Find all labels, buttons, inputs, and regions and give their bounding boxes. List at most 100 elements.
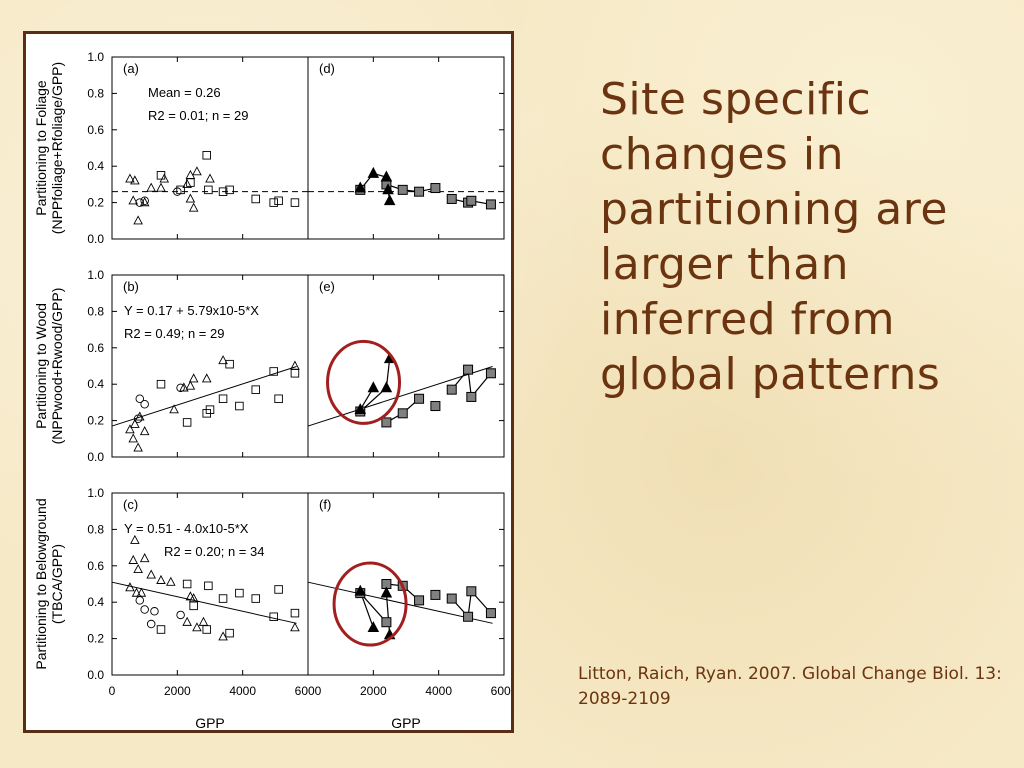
y-axis-label-line1: Partitioning to Belowground bbox=[33, 498, 49, 669]
filled-triangle-point bbox=[380, 381, 393, 393]
open-square-point bbox=[156, 171, 166, 180]
filled-square-point bbox=[430, 401, 441, 412]
open-circle-point bbox=[135, 198, 145, 207]
highlight-circle bbox=[326, 339, 402, 425]
open-square-point bbox=[204, 185, 213, 195]
chart-figure: 0.0 0.2 0.4 0.6 0.8 1.0 Partitioning to Foliag… bbox=[33, 50, 511, 730]
panel-right-frame bbox=[307, 56, 505, 240]
stats-text: R2 = 0.01; n = 29 bbox=[148, 108, 248, 123]
site-connector-line bbox=[451, 589, 492, 619]
filled-square-point bbox=[446, 384, 457, 395]
filled-square-point bbox=[485, 608, 496, 619]
open-square-point bbox=[218, 394, 228, 404]
open-triangle-point bbox=[133, 215, 143, 225]
open-triangle-point bbox=[131, 587, 142, 597]
filled-square-point bbox=[446, 193, 457, 204]
filled-square-point bbox=[430, 589, 441, 600]
y-tick-label: 0.2 bbox=[87, 414, 104, 428]
y-tick-label: 0.6 bbox=[87, 341, 104, 355]
y-tick-label: 0.8 bbox=[87, 304, 104, 318]
y-tick-label: 0.2 bbox=[87, 632, 104, 646]
x-tick-label: 4000 bbox=[425, 684, 452, 698]
open-triangle-point bbox=[290, 622, 300, 632]
open-triangle-point bbox=[188, 373, 199, 383]
x-tick-label: 2000 bbox=[360, 684, 387, 698]
filled-square-point bbox=[381, 617, 392, 628]
filled-triangle-point bbox=[354, 181, 367, 193]
open-triangle-point bbox=[192, 622, 202, 632]
open-square-point bbox=[156, 625, 166, 634]
site-connector-line bbox=[385, 593, 391, 636]
open-square-point bbox=[235, 588, 244, 598]
open-circle-point bbox=[176, 610, 185, 620]
y-tick-label: 0.0 bbox=[87, 668, 104, 682]
open-triangle-point bbox=[205, 173, 215, 183]
y-tick-label: 0.0 bbox=[87, 450, 104, 464]
y-tick-label: 0.8 bbox=[87, 86, 104, 100]
filled-triangle-point bbox=[382, 183, 394, 195]
open-triangle-point bbox=[156, 182, 166, 192]
stats-text: R2 = 0.20; n = 34 bbox=[164, 544, 264, 559]
filled-triangle-point bbox=[367, 621, 380, 633]
y-axis-label: Partitioning to Foliage (NPPfoliage+Rfoli… bbox=[33, 62, 65, 234]
open-square-point bbox=[290, 608, 300, 618]
open-triangle-point bbox=[130, 175, 140, 185]
open-square-point bbox=[290, 198, 300, 207]
y-tick-label: 1.0 bbox=[87, 50, 104, 64]
y-tick-label: 0.8 bbox=[87, 522, 104, 536]
open-square-point bbox=[269, 612, 278, 622]
open-square-point bbox=[204, 581, 213, 591]
filled-square-point bbox=[463, 611, 474, 622]
open-triangle-point bbox=[125, 173, 135, 183]
open-triangle-point bbox=[146, 182, 156, 192]
open-triangle-point bbox=[146, 569, 156, 579]
open-square-point bbox=[176, 185, 185, 195]
open-square-point bbox=[274, 196, 283, 206]
panel-letter: (f) bbox=[319, 497, 331, 512]
y-tick-label: 1.0 bbox=[87, 268, 104, 282]
x-tick-label: 6000 bbox=[295, 684, 322, 698]
x-tick-label: 2000 bbox=[164, 684, 191, 698]
open-square-point bbox=[235, 401, 244, 411]
panel-letter: (a) bbox=[123, 61, 139, 76]
open-triangle-point bbox=[179, 382, 189, 392]
open-square-point bbox=[251, 194, 260, 204]
panel-right-frame bbox=[307, 492, 505, 676]
filled-square-point bbox=[466, 586, 477, 597]
y-axis-label: Partitioning to Wood (NPPwood+Rwood/GPP) bbox=[33, 288, 65, 445]
panel-letter: (d) bbox=[319, 61, 335, 76]
panel-right-frame bbox=[307, 274, 505, 458]
open-square-point bbox=[202, 151, 211, 160]
filled-square-point bbox=[466, 195, 477, 206]
open-triangle-point bbox=[169, 404, 179, 414]
y-tick-label: 0.4 bbox=[87, 377, 104, 391]
filled-square-point bbox=[485, 368, 496, 379]
filled-square-point bbox=[414, 595, 425, 606]
stats-text: Y = 0.17 + 5.79x10-5*X bbox=[124, 303, 259, 318]
filled-triangle-point bbox=[380, 170, 393, 182]
open-triangle-point bbox=[139, 553, 150, 563]
open-circle-point bbox=[140, 605, 149, 614]
open-square-point bbox=[225, 185, 234, 195]
open-triangle-point bbox=[182, 616, 192, 626]
open-triangle-point bbox=[128, 554, 139, 564]
filled-square-point bbox=[397, 408, 408, 419]
open-square-point bbox=[274, 394, 283, 404]
regression-line bbox=[307, 581, 493, 624]
panel-letter: (e) bbox=[319, 279, 335, 294]
figure-frame: 0.0 0.2 0.4 0.6 0.8 1.0 Partitioning to Foliag… bbox=[23, 31, 514, 733]
y-tick-label: 0.4 bbox=[87, 595, 104, 609]
open-triangle-point bbox=[125, 424, 135, 434]
y-axis-label-line1: Partitioning to Foliage bbox=[33, 80, 49, 216]
open-square-point bbox=[189, 601, 198, 611]
open-triangle-point bbox=[133, 563, 143, 574]
stats-text: Mean = 0.26 bbox=[148, 85, 221, 100]
open-circle-point bbox=[140, 399, 149, 409]
open-circle-point bbox=[133, 414, 143, 424]
open-triangle-point bbox=[182, 178, 192, 188]
open-circle-point bbox=[140, 196, 149, 206]
open-triangle-point bbox=[218, 631, 228, 641]
filled-triangle-point bbox=[354, 584, 367, 596]
filled-triangle-point bbox=[380, 586, 393, 598]
y-tick-label: 0.4 bbox=[87, 159, 104, 173]
